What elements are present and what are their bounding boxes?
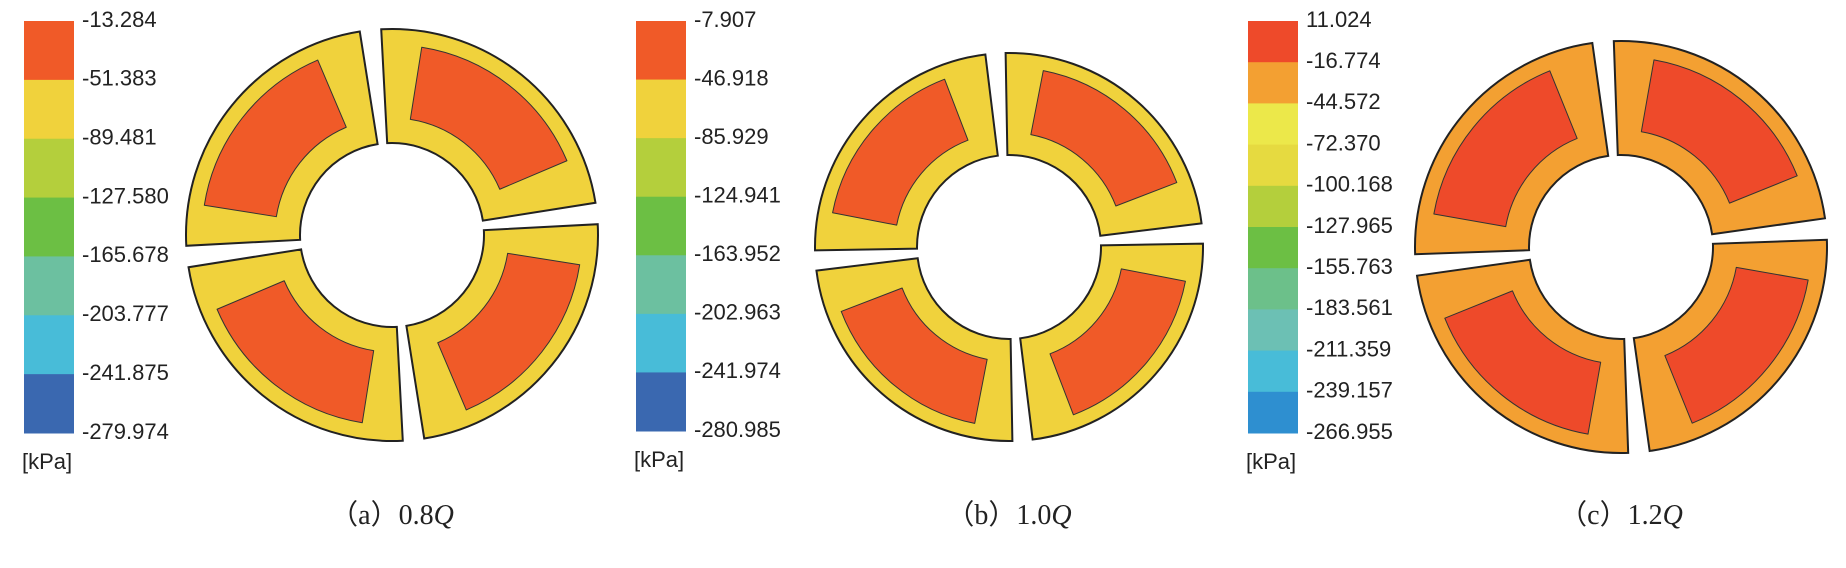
- blade-hot-region: [1664, 266, 1809, 424]
- colorbar-label: -155.763: [1306, 254, 1393, 279]
- colorbar-band: [1248, 227, 1298, 269]
- colorbar-band: [1248, 185, 1298, 228]
- colorbar-label: -46.918: [694, 65, 769, 90]
- colorbar-band: [1248, 62, 1298, 104]
- blade-hot-region: [203, 59, 347, 218]
- colorbar-band: [636, 255, 686, 315]
- caption: （a）0.8Q: [330, 499, 454, 531]
- colorbar-band: [1248, 268, 1298, 310]
- colorbar-label: -266.955: [1306, 419, 1393, 444]
- colorbar-unit: [kPa]: [1246, 449, 1296, 474]
- colorbar-band: [636, 313, 686, 373]
- colorbar-label: -85.929: [694, 124, 769, 149]
- caption-variable: Q: [434, 500, 454, 531]
- colorbar-unit: [kPa]: [634, 447, 684, 472]
- colorbar-band: [636, 21, 686, 81]
- colorbar-label: -127.580: [82, 183, 169, 208]
- colorbar-band: [24, 197, 74, 257]
- colorbar-unit: [kPa]: [22, 449, 72, 474]
- colorbar-label: -203.777: [82, 301, 169, 326]
- colorbar-band: [636, 196, 686, 256]
- colorbar-label: -279.974: [82, 419, 169, 444]
- colorbar-label: -72.370: [1306, 130, 1381, 155]
- colorbar-label: -7.907: [694, 7, 756, 32]
- blade-hot-region: [409, 46, 568, 190]
- colorbar-band: [1248, 391, 1298, 434]
- colorbar-label: -16.774: [1306, 48, 1381, 73]
- blade-hot-region: [1049, 268, 1186, 416]
- colorbar-label: -51.383: [82, 66, 157, 91]
- colorbar-band: [24, 21, 74, 81]
- panel: -7.907 -46.918 -85.929 -124.941 -163.952 -202…: [634, 7, 1204, 531]
- colorbar-band: [1248, 103, 1298, 146]
- colorbar-label: -13.284: [82, 7, 157, 32]
- colorbar-label: -127.965: [1306, 213, 1393, 238]
- panel: 11.024 -16.774 -44.572 -72.370 -100.168 -127.…: [1246, 7, 1828, 531]
- colorbar-band: [1248, 21, 1298, 63]
- colorbar-label: -44.572: [1306, 89, 1381, 114]
- colorbar-label: 11.024: [1306, 7, 1372, 32]
- colorbar-label: -239.157: [1306, 378, 1393, 403]
- colorbar-band: [636, 79, 686, 139]
- colorbar-label: -280.985: [694, 417, 781, 442]
- blade-hot-region: [1433, 70, 1578, 228]
- colorbar-band: [636, 372, 686, 432]
- caption-label: （b）1.0: [946, 499, 1051, 531]
- colorbar-band: [24, 79, 74, 140]
- blade-hot-region: [1030, 70, 1178, 207]
- colorbar-label: -241.875: [82, 360, 169, 385]
- blade-hot-region: [437, 252, 581, 411]
- blade-hot-region: [1444, 290, 1602, 435]
- colorbar-label: -89.481: [82, 125, 157, 150]
- colorbar-band: [24, 374, 74, 434]
- colorbar-label: -165.678: [82, 242, 169, 267]
- blade-hot-region: [1640, 59, 1798, 204]
- colorbar-label: -241.974: [694, 358, 781, 383]
- colorbar-band: [24, 315, 74, 375]
- colorbar-label: -163.952: [694, 241, 781, 266]
- blade-hot-region: [840, 287, 988, 424]
- colorbar-band: [1248, 350, 1298, 393]
- caption-label: （c）1.2: [1559, 499, 1662, 531]
- caption-variable: Q: [1663, 500, 1683, 531]
- colorbar-band: [24, 256, 74, 316]
- colorbar-label: -211.359: [1306, 336, 1391, 361]
- colorbar-label: -202.963: [694, 300, 781, 325]
- caption-variable: Q: [1051, 500, 1071, 531]
- blade-hot-region: [832, 78, 969, 226]
- colorbar-band: [1248, 144, 1298, 187]
- colorbar-band: [1248, 309, 1298, 352]
- colorbar-band: [636, 138, 686, 198]
- caption-label: （a）0.8: [330, 499, 433, 531]
- colorbar-band: [24, 138, 74, 199]
- panel: -13.284 -51.383 -89.481 -127.580 -165.678 -20…: [22, 7, 599, 531]
- colorbar-label: -124.941: [694, 183, 781, 208]
- colorbar-label: -183.561: [1306, 295, 1393, 320]
- colorbar-label: -100.168: [1306, 172, 1393, 197]
- caption: （b）1.0Q: [946, 499, 1071, 531]
- blade-hot-region: [216, 280, 375, 424]
- caption: （c）1.2Q: [1559, 499, 1683, 531]
